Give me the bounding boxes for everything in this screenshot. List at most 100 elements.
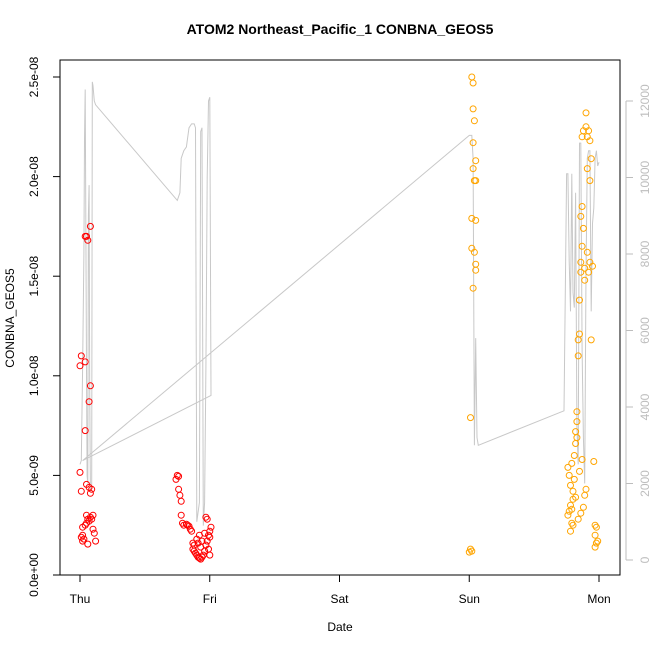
series2-point xyxy=(591,531,599,539)
series2-point xyxy=(574,515,582,523)
right-tick-label: 12000 xyxy=(638,84,650,118)
series1-point xyxy=(76,362,84,370)
series2-point xyxy=(567,501,574,509)
series2-point xyxy=(468,73,476,81)
series2-point xyxy=(577,212,585,220)
series2-point xyxy=(567,481,574,489)
series2-point xyxy=(583,248,591,256)
altitude-line xyxy=(79,81,600,526)
series2-point xyxy=(573,418,581,426)
x-tick-label: Sat xyxy=(330,592,349,606)
right-tick-label: 0 xyxy=(638,556,650,563)
series2-point xyxy=(592,523,600,531)
series2-point xyxy=(468,547,476,555)
series1-point xyxy=(188,527,196,535)
series1-point xyxy=(177,497,185,505)
line-layer xyxy=(79,81,600,526)
series2-point xyxy=(469,139,477,147)
series2-point xyxy=(583,165,591,173)
series1-point xyxy=(175,485,183,493)
x-tick-label: Mon xyxy=(587,592,610,606)
series1-point xyxy=(173,471,181,479)
series2-point xyxy=(469,284,477,292)
series1-point xyxy=(86,382,94,390)
series2-point xyxy=(585,268,593,276)
series1-point xyxy=(76,468,84,476)
plot-frame xyxy=(59,59,621,576)
series2-point xyxy=(469,79,477,87)
chart-title: ATOM2 Northeast_Pacific_1 CONBNA_GEOS5 xyxy=(187,21,494,37)
series2-point xyxy=(469,105,477,113)
x-tick-label: Sun xyxy=(459,592,480,606)
series2-point xyxy=(570,475,578,483)
series2-point xyxy=(587,336,595,344)
series1-point xyxy=(172,475,180,483)
y-tick-label: 1.0e-08 xyxy=(27,355,41,396)
series1-point xyxy=(177,511,185,519)
series1-point xyxy=(186,525,194,533)
right-tick-label: 6000 xyxy=(638,317,650,344)
series2-point xyxy=(578,203,586,210)
series2-point xyxy=(472,266,480,274)
x-axis-label: Date xyxy=(327,620,353,634)
series2-point xyxy=(591,543,599,551)
series1-point xyxy=(90,529,98,537)
series2-point xyxy=(472,216,480,224)
series2-point xyxy=(568,505,576,513)
series1-point xyxy=(86,489,94,497)
series2-point xyxy=(579,224,587,232)
series2-point xyxy=(586,177,594,185)
series2-point xyxy=(577,509,585,517)
series1-point xyxy=(81,521,89,529)
series2-point xyxy=(573,408,581,416)
series1-point xyxy=(89,511,97,519)
series1-point xyxy=(79,537,87,545)
y-tick-label: 0.0e+00 xyxy=(27,553,41,597)
series2-point xyxy=(577,268,585,276)
series1-point xyxy=(84,236,92,244)
series1-point xyxy=(85,398,93,406)
y-axis-left: 0.0e+00 5.0e-09 1.0e-08 1.5e-08 2.0e-08 2.5e-… xyxy=(27,56,60,597)
series1-point xyxy=(80,535,88,543)
series2-point xyxy=(581,276,589,284)
series2-point xyxy=(586,137,594,145)
series1-point xyxy=(83,519,90,527)
series1-point xyxy=(86,222,94,230)
series1-point xyxy=(201,529,209,537)
series2-point xyxy=(592,539,600,547)
series1-point xyxy=(83,232,90,240)
series2-point xyxy=(467,414,474,422)
series1-point xyxy=(77,487,85,495)
series2-point xyxy=(569,487,577,495)
series1-point xyxy=(88,485,96,493)
series2-point xyxy=(582,109,590,117)
series2-point xyxy=(574,352,582,360)
series1-point xyxy=(206,533,214,541)
series2-point xyxy=(572,428,580,436)
series2-point xyxy=(594,537,602,545)
series1-point xyxy=(197,543,205,551)
series1-point xyxy=(198,553,206,561)
series2-point xyxy=(578,456,586,463)
series1-point xyxy=(81,358,89,366)
series2-point xyxy=(570,452,578,459)
x-tick-label: Thu xyxy=(70,592,91,606)
series2-point xyxy=(581,264,589,272)
x-tick-label: Fri xyxy=(203,592,217,606)
series2-point xyxy=(590,458,598,465)
right-tick-label: 4000 xyxy=(638,393,650,420)
series2-point xyxy=(576,330,583,338)
series1-point xyxy=(176,491,184,499)
y-tick-label: 1.5e-08 xyxy=(27,256,41,297)
y-axis-right: 0 2000 4000 6000 8000 10000 12000 xyxy=(625,84,650,563)
series2-point xyxy=(470,248,478,256)
series2-point xyxy=(576,467,583,475)
series1-point xyxy=(89,525,97,533)
x-axis: Thu Fri Sat Sun Mon xyxy=(70,575,611,606)
series2-point xyxy=(576,296,583,304)
series2-point xyxy=(577,258,585,266)
series2-point xyxy=(572,493,580,501)
series2-point xyxy=(564,463,572,471)
series2-point xyxy=(564,511,572,519)
right-tick-label: 8000 xyxy=(638,240,650,267)
